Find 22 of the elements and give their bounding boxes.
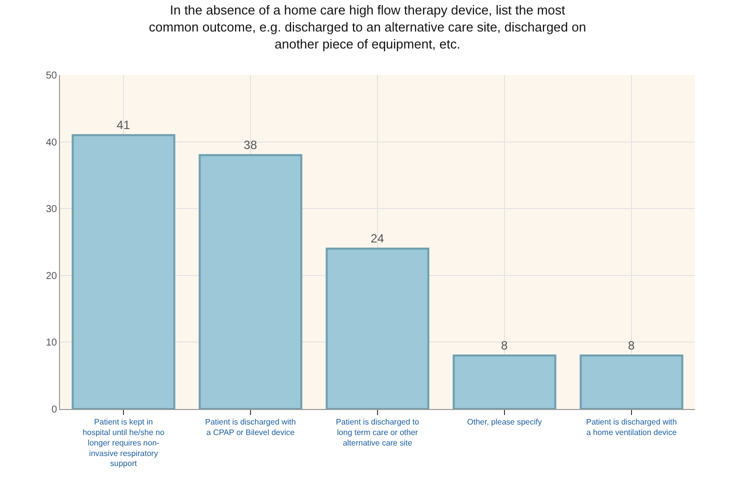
x-tick-label: Patient is kept in hospital until he/she no longer requires non-invasive respiratory support bbox=[82, 418, 165, 468]
y-tick-label: 50 bbox=[46, 70, 58, 82]
bar bbox=[452, 354, 556, 409]
chart-title: In the absence of a home care high flow therapy device, list the most common outcome, e.g. discharged to an alternative care site, discharged on another piece of equipment, etc. bbox=[148, 2, 586, 52]
data-label: 41 bbox=[116, 118, 130, 132]
x-tick-label: Other, please specify bbox=[467, 418, 542, 427]
bar bbox=[198, 154, 302, 409]
x-tick-label: Patient is discharged with a CPAP or Bilevel device bbox=[205, 418, 296, 437]
y-tick-label: 40 bbox=[46, 137, 58, 148]
x-tick-label: Patient is discharged to long term care or other alternative care site bbox=[336, 418, 420, 448]
data-label: 24 bbox=[370, 232, 384, 246]
x-tick-label: Patient is discharged with a home ventilation device bbox=[586, 418, 678, 437]
bar bbox=[580, 354, 684, 409]
data-label: 8 bbox=[501, 338, 508, 353]
y-tick-label: 20 bbox=[46, 270, 58, 282]
bar bbox=[326, 248, 430, 409]
y-tick-label: 0 bbox=[51, 404, 58, 416]
y-tick-label: 10 bbox=[46, 338, 58, 349]
y-tick-label: 30 bbox=[46, 204, 58, 216]
data-label: 38 bbox=[244, 138, 258, 152]
data-label: 8 bbox=[628, 338, 635, 353]
bar bbox=[72, 134, 176, 409]
